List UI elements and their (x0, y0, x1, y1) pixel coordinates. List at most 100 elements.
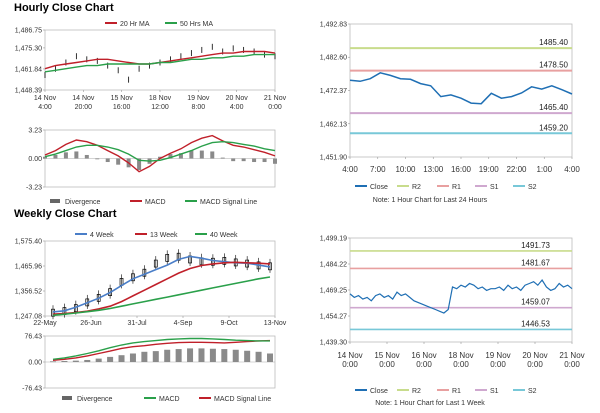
weekly-1h-legend-label: S1 (490, 388, 499, 395)
weekly-macd-legend-swatch (62, 396, 72, 400)
weekly-price-x-tick-label: 9-Oct (220, 320, 237, 327)
hourly-price-x-tick-label: 20:00 (75, 104, 93, 111)
hourly-24h-legend-label: S2 (528, 184, 537, 191)
weekly-1h-x-tick-label: 16 Nov (411, 351, 436, 360)
weekly-price-x-tick-label: 13-Nov (264, 320, 287, 327)
weekly-price-y-tick-label: 1,247.08 (15, 314, 42, 321)
weekly-40-week-line (52, 276, 271, 317)
hourly-macd-divergence-bar (168, 154, 173, 159)
weekly-macd-signal-line (52, 337, 270, 360)
weekly-1h-legend-label: Close (370, 388, 388, 395)
weekly-1h-legend-label: R1 (452, 388, 461, 395)
weekly-1h-x-tick-label: 20 Nov (522, 351, 547, 360)
weekly-macd-divergence-bar (209, 348, 216, 362)
weekly-1h-x-tick-label: 0:00 (379, 360, 395, 369)
hourly-macd-divergence-bar (262, 158, 267, 163)
hourly-price-legend-label: 50 Hrs MA (180, 21, 213, 28)
hourly-price-x-tick-label: 4:00 (38, 104, 52, 111)
weekly-price-x-tick-label: 31-Jul (127, 320, 147, 327)
weekly-macd-divergence-bar (84, 359, 91, 362)
weekly-13-week-line (52, 261, 271, 315)
hourly-24h-legend-label: S1 (490, 184, 499, 191)
hourly-price-x-tick-label: 8:00 (192, 104, 206, 111)
hourly-24h-level-r2-label: 1485.40 (539, 38, 568, 47)
weekly-macd-y-tick-label: -76.43 (22, 386, 42, 393)
weekly-1h-close-line (349, 278, 573, 314)
hourly-price-x-tick-label: 14 Nov (72, 95, 95, 102)
weekly-1h-legend-label: S2 (528, 388, 537, 395)
weekly-1h-level-s1-label: 1459.07 (521, 298, 550, 307)
weekly-1h-x-tick-label: 18 Nov (448, 351, 473, 360)
hourly-24h-legend-label: R1 (452, 184, 461, 191)
hourly-price-x-tick-label: 18 Nov (149, 95, 172, 102)
hourly-macd-divergence-bar (210, 151, 215, 159)
hourly-macd-line (44, 134, 276, 173)
weekly-1h-x-tick-label: 19 Nov (485, 351, 510, 360)
hourly-price-x-tick-label: 15 Nov (111, 95, 134, 102)
weekly-1h-x-tick-label: 14 Nov (337, 351, 362, 360)
hourly-macd-divergence-bar (74, 151, 79, 159)
hourly-macd-divergence-bar (199, 150, 204, 159)
weekly-1h-x-tick-label: 0:00 (342, 360, 358, 369)
hourly-price-x-tick-label: 0:00 (268, 104, 282, 111)
weekly-macd-divergence-bar (118, 355, 125, 362)
weekly-1h-x-tick-label: 21 Nov (559, 351, 584, 360)
weekly-price-frame (44, 240, 276, 317)
weekly-1h-y-tick-label: 1,469.25 (320, 287, 347, 294)
hourly-macd-divergence-bar (105, 158, 110, 163)
weekly-price-legend-label: 40 Week (210, 232, 238, 239)
weekly-macd-legend-label: MACD Signal Line (214, 396, 271, 403)
hourly-24h-y-tick-label: 1,482.60 (320, 55, 347, 62)
hourly-macd-divergence-bar (231, 158, 236, 162)
hourly-24h-close-line (349, 71, 573, 105)
weekly-1h-level-r1-label: 1481.67 (521, 258, 550, 267)
weekly-macd-divergence-bar (187, 348, 194, 362)
weekly-macd-divergence-bar (129, 353, 136, 362)
weekly-price-y-tick-label: 1,575.40 (15, 239, 42, 246)
hourly-macd-y-tick-label: 3.23 (28, 128, 42, 135)
weekly-1h-y-tick-label: 1,454.27 (320, 314, 347, 321)
hourly-24h-x-tick-label: 10:00 (395, 165, 416, 174)
hourly-chart-title: Hourly Close Chart (14, 2, 114, 14)
hourly-macd-y-tick-label: -3.23 (26, 185, 42, 192)
weekly-price-y-tick-label: 1,465.96 (15, 264, 42, 271)
weekly-macd-divergence-bar (255, 351, 262, 362)
hourly-macd-divergence-bar (189, 150, 194, 159)
hourly-24h-x-tick-label: 7:00 (370, 165, 386, 174)
weekly-macd-divergence-bar (175, 349, 182, 362)
weekly-macd-divergence-bar (95, 358, 102, 362)
weekly-price-x-tick-label: 26-Jun (80, 320, 102, 327)
hourly-macd-legend-swatch (50, 199, 60, 203)
hourly-24h-y-tick-label: 1,462.13 (320, 121, 347, 128)
hourly-macd-y-tick-label: 0.00 (28, 156, 42, 163)
weekly-macd-divergence-bar (152, 351, 159, 362)
hourly-24h-y-tick-label: 1,492.83 (320, 22, 347, 29)
weekly-1h-level-s2-label: 1446.53 (521, 319, 550, 328)
weekly-1h-x-tick-label: 0:00 (564, 360, 580, 369)
weekly-1h-x-tick-label: 0:00 (453, 360, 469, 369)
hourly-macd-legend-label: MACD (145, 199, 166, 206)
weekly-macd-divergence-bar (267, 353, 273, 362)
hourly-macd-signal-line (44, 140, 276, 162)
weekly-macd-y-tick-label: 0.00 (28, 360, 42, 367)
hourly-macd-divergence-bar (95, 158, 100, 160)
hourly-24h-x-tick-label: 16:00 (451, 165, 472, 174)
hourly-macd-divergence-bar (220, 157, 225, 159)
weekly-price-legend-label: 4 Week (90, 232, 114, 239)
weekly-1h-y-tick-label: 1,484.22 (320, 261, 347, 268)
weekly-1h-y-tick-label: 1,499.19 (320, 236, 347, 243)
hourly-macd-divergence-bar (273, 158, 277, 164)
hourly-price-x-tick-label: 14 Nov (34, 95, 57, 102)
hourly-price-y-tick-label: 1,486.75 (15, 28, 42, 35)
hourly-24h-x-tick-label: 1:00 (536, 165, 552, 174)
hourly-50hr-ma-line (44, 53, 275, 73)
hourly-price-legend-label: 20 Hr MA (120, 21, 150, 28)
weekly-macd-divergence-bar (198, 348, 205, 362)
weekly-macd-divergence-bar (232, 349, 239, 362)
hourly-macd-divergence-bar (252, 158, 257, 163)
weekly-macd-divergence-bar (164, 349, 171, 362)
hourly-24h-y-tick-label: 1,472.37 (320, 88, 347, 95)
hourly-macd-legend-label: Divergence (65, 199, 101, 206)
weekly-1h-x-tick-label: 15 Nov (374, 351, 399, 360)
weekly-macd-divergence-bar (72, 360, 79, 362)
